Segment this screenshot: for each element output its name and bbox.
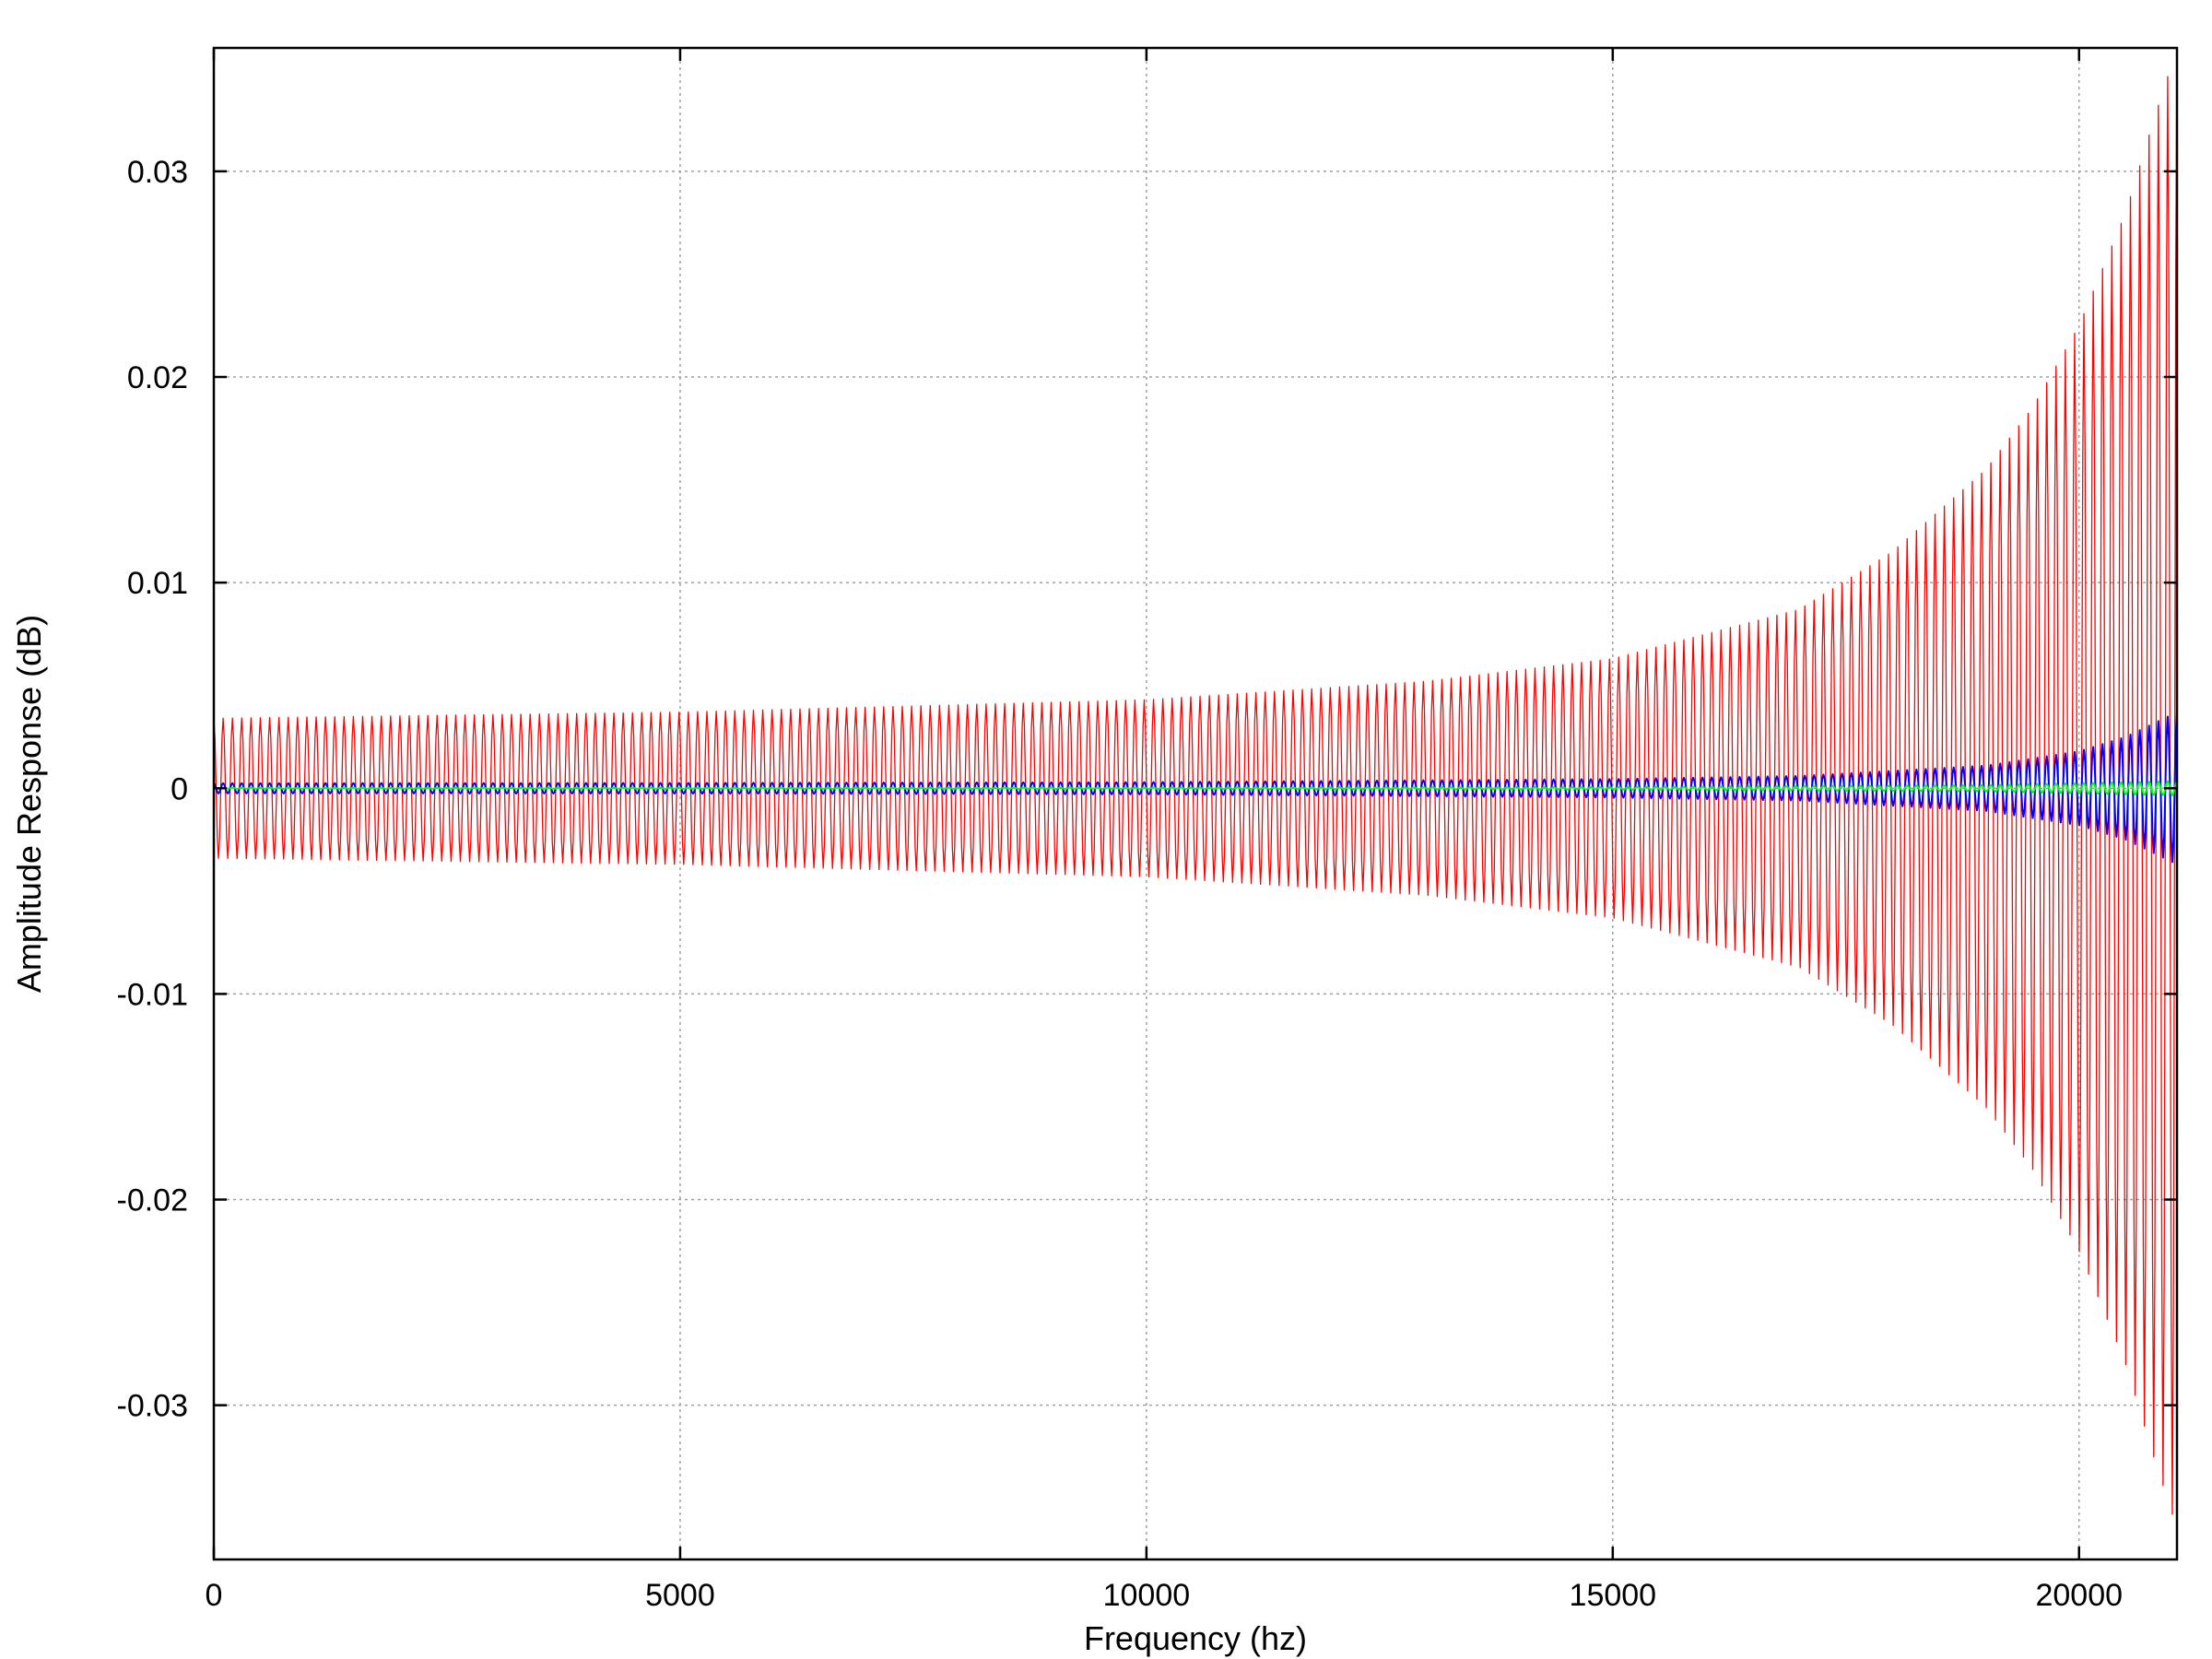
x-tick-label: 0 <box>206 1578 223 1613</box>
x-tick-label: 15000 <box>1570 1578 1657 1613</box>
x-axis-label: Frequency (hz) <box>1084 1619 1307 1657</box>
series-line-3 <box>213 780 2178 796</box>
y-tick-label: -0.03 <box>117 1389 189 1424</box>
y-tick-label: -0.02 <box>117 1183 189 1218</box>
plot-frame <box>212 46 2179 1561</box>
y-tick-label: 0 <box>171 771 188 806</box>
series-line-1 <box>213 47 2178 1515</box>
x-tick-label: 20000 <box>2035 1578 2123 1613</box>
ticks-layer: 0 5000 10000 15000 20000 0.03 0.02 0.01 0 -0.01 -0… <box>117 48 2177 1613</box>
y-tick-label: 0.03 <box>127 155 188 190</box>
y-axis-label: Amplitude Response (dB) <box>10 615 48 993</box>
series-line-2 <box>213 712 2178 864</box>
x-tick-label: 5000 <box>645 1578 715 1613</box>
series-layer <box>213 47 2178 1515</box>
y-tick-label: 0.02 <box>127 360 188 395</box>
y-tick-label: -0.01 <box>117 977 189 1012</box>
x-tick-label: 10000 <box>1103 1578 1191 1613</box>
y-tick-label: 0.01 <box>127 566 188 601</box>
